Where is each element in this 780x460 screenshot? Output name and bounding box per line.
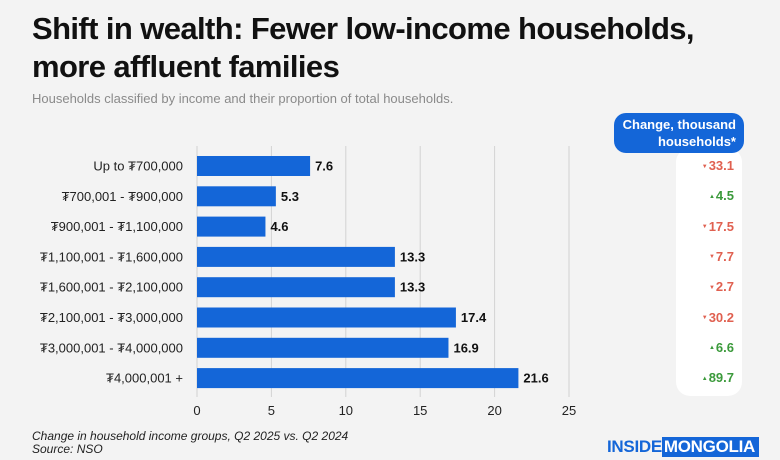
change-value: ▲6.6 (676, 340, 734, 355)
arrow-down-icon: ▼ (701, 315, 708, 322)
change-header: Change, thousand households* (614, 113, 744, 153)
data-label: 17.4 (461, 310, 487, 325)
change-value-text: 17.5 (708, 218, 734, 234)
change-value-text: 89.7 (708, 370, 734, 386)
data-label: 13.3 (400, 280, 425, 295)
data-label: 21.6 (523, 371, 548, 386)
footnote-description: Change in household income groups, Q2 20… (32, 429, 349, 443)
data-label: 16.9 (453, 340, 478, 355)
bar (197, 246, 395, 267)
change-panel (676, 148, 742, 396)
change-value: ▼7.7 (676, 249, 734, 264)
change-value-text: 6.6 (715, 339, 734, 355)
bar (197, 186, 276, 207)
change-value: ▲89.7 (676, 370, 734, 385)
x-tick-label: 15 (413, 403, 427, 418)
category-label: ₮700,001 - ₮900,000 (62, 189, 183, 204)
data-label: 7.6 (315, 159, 333, 174)
arrow-up-icon: ▲ (701, 375, 708, 382)
x-tick-label: 25 (562, 403, 576, 418)
category-label: ₮3,000,001 - ₮4,000,000 (40, 340, 183, 355)
category-label: ₮2,100,001 - ₮3,000,000 (40, 310, 183, 325)
category-label: Up to ₮700,000 (93, 159, 183, 174)
change-value: ▲4.5 (676, 188, 734, 203)
bar (197, 368, 519, 389)
category-label: ₮900,001 - ₮1,100,000 (51, 219, 183, 234)
change-value: ▼2.7 (676, 279, 734, 294)
brand-logo: INSIDE MONGOLIA (607, 437, 759, 457)
bar (197, 277, 395, 298)
bar (197, 307, 456, 328)
arrow-down-icon: ▼ (701, 163, 708, 170)
change-value-text: 4.5 (715, 188, 734, 204)
arrow-up-icon: ▲ (708, 193, 715, 200)
data-label: 5.3 (281, 189, 299, 204)
bar (197, 337, 449, 358)
change-value-text: 7.7 (715, 248, 734, 264)
change-value-text: 30.2 (708, 309, 734, 325)
x-tick-label: 10 (339, 403, 353, 418)
change-value: ▼17.5 (676, 219, 734, 234)
x-tick-label: 5 (268, 403, 275, 418)
data-label: 4.6 (270, 219, 288, 234)
chart-subtitle: Households classified by income and thei… (32, 91, 454, 106)
footnote: Change in household income groups, Q2 20… (32, 430, 348, 456)
change-value: ▼30.2 (676, 310, 734, 325)
arrow-up-icon: ▲ (708, 345, 715, 352)
category-label: ₮4,000,001 + (106, 371, 183, 386)
change-value-text: 2.7 (715, 279, 734, 295)
category-label: ₮1,600,001 - ₮2,100,000 (40, 280, 183, 295)
x-tick-label: 20 (487, 403, 501, 418)
logo-part-mongolia: MONGOLIA (661, 437, 759, 457)
bar (197, 156, 311, 176)
arrow-down-icon: ▼ (708, 284, 715, 291)
bar (197, 216, 266, 237)
data-label: 13.3 (400, 249, 425, 264)
logo-part-inside: INSIDE (607, 437, 662, 456)
x-tick-label: 0 (193, 403, 200, 418)
arrow-down-icon: ▼ (708, 254, 715, 261)
change-value-text: 33.1 (708, 158, 734, 173)
arrow-down-icon: ▼ (701, 224, 708, 231)
chart-title: Shift in wealth: Fewer low-income househ… (32, 11, 695, 84)
footnote-source: Source: NSO (32, 442, 103, 456)
category-label: ₮1,100,001 - ₮1,600,000 (40, 249, 183, 264)
change-value: ▼33.1 (676, 158, 734, 173)
